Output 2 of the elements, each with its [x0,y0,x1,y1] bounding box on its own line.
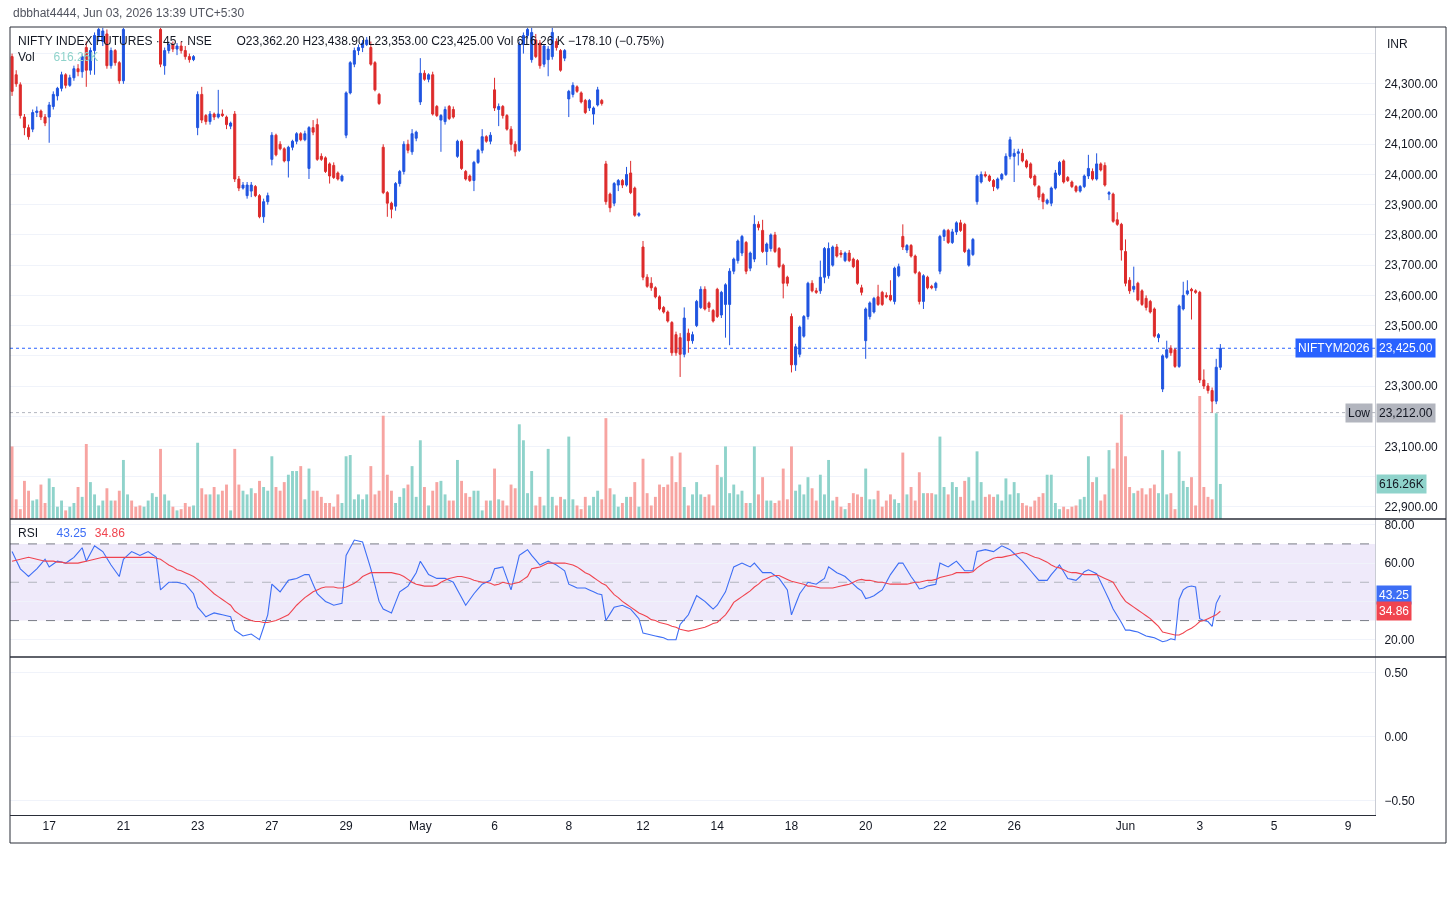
candlestick [10,53,14,97]
bar [10,446,14,519]
